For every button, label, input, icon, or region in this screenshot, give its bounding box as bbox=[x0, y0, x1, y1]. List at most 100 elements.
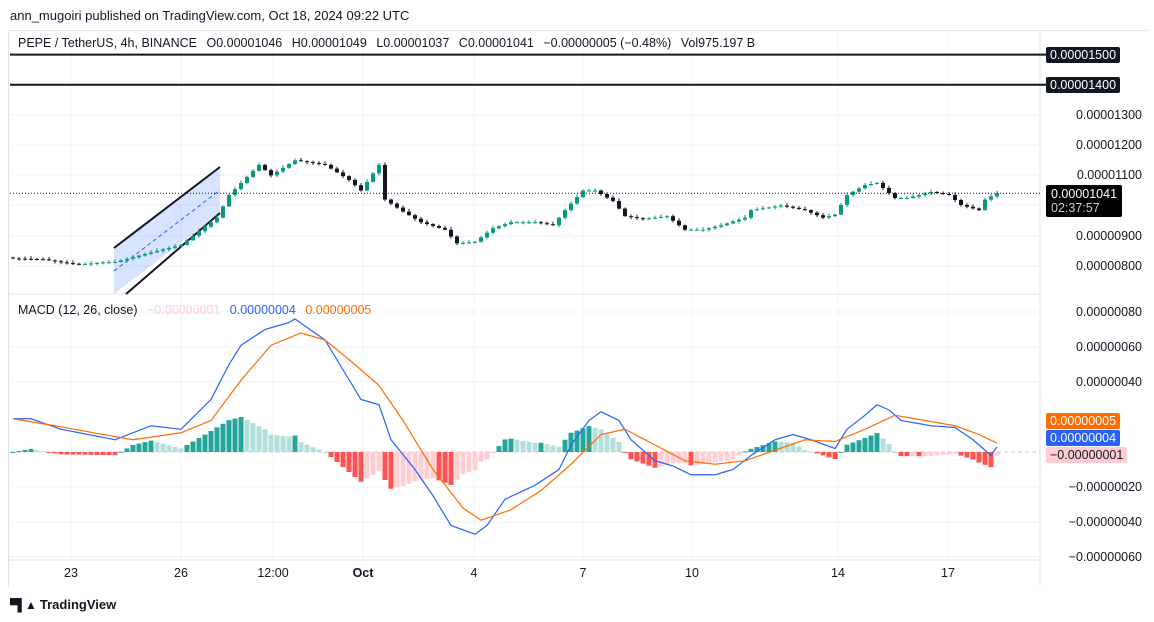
candle-body bbox=[113, 262, 117, 264]
candle-body bbox=[797, 207, 801, 209]
macd-histogram-bar bbox=[418, 452, 424, 481]
candle-body bbox=[899, 198, 903, 200]
macd-histogram-bar bbox=[904, 452, 910, 457]
candle-body bbox=[17, 258, 21, 260]
macd-histogram-bar bbox=[574, 430, 580, 452]
macd-histogram-bar bbox=[526, 441, 532, 452]
candle-body bbox=[521, 222, 525, 224]
macd-histogram-bar bbox=[946, 452, 952, 455]
macd-histogram-bar bbox=[502, 439, 508, 452]
candle-body bbox=[395, 203, 399, 208]
macd-histogram-bar bbox=[760, 445, 766, 452]
candle-body bbox=[191, 235, 195, 241]
macd-histogram-bar bbox=[34, 450, 40, 452]
macd-histogram-bar bbox=[232, 418, 238, 452]
macd-histogram-bar bbox=[694, 452, 700, 465]
candle-body bbox=[317, 163, 321, 165]
candle-body bbox=[545, 223, 549, 225]
candle-body bbox=[269, 170, 273, 176]
macd-histogram-bar bbox=[724, 452, 730, 461]
macd-histogram-bar bbox=[244, 420, 250, 452]
macd-histogram-bar bbox=[628, 452, 634, 460]
macd-histogram-bar bbox=[166, 445, 172, 452]
macd-title[interactable]: MACD (12, 26, close) bbox=[18, 303, 138, 317]
macd-tick: −0.00000060 bbox=[1068, 550, 1142, 564]
candle-body bbox=[737, 219, 741, 222]
candle-body bbox=[125, 258, 129, 261]
symbol-label[interactable]: PEPE / TetherUS, 4h, BINANCE bbox=[18, 36, 198, 50]
macd-histogram-bar bbox=[394, 452, 400, 488]
macd-histogram-bar bbox=[298, 442, 304, 452]
candle-body bbox=[107, 262, 111, 264]
macd-histogram-bar bbox=[484, 452, 490, 460]
macd-histogram-bar bbox=[544, 444, 550, 452]
candle-body bbox=[761, 208, 765, 210]
candle-body bbox=[473, 241, 477, 243]
candle-body bbox=[479, 237, 483, 242]
candle-body bbox=[467, 242, 471, 244]
candle-body bbox=[905, 198, 909, 200]
candle-body bbox=[863, 185, 867, 189]
price-legend: PEPE / TetherUS, 4h, BINANCE O0.00001046… bbox=[18, 36, 761, 50]
candle-body bbox=[593, 190, 597, 192]
macd-histogram-bar bbox=[442, 452, 448, 483]
candle-body bbox=[359, 185, 363, 191]
macd-line-value: 0.00000004 bbox=[229, 303, 296, 317]
candle-body bbox=[77, 263, 81, 265]
candle-body bbox=[203, 226, 207, 232]
candle-body bbox=[329, 164, 333, 169]
high-value: H0.00001049 bbox=[291, 36, 367, 50]
candle-body bbox=[455, 236, 459, 244]
macd-histogram-bar bbox=[766, 443, 772, 452]
macd-histogram-bar bbox=[256, 426, 262, 452]
macd-histogram-bar bbox=[748, 448, 754, 452]
macd-histogram-bar bbox=[226, 420, 232, 452]
change-value: −0.00000005 (−0.48%) bbox=[543, 36, 672, 50]
macd-histogram-bar bbox=[514, 439, 520, 452]
macd-histogram-bar bbox=[670, 452, 676, 464]
macd-histogram-bar bbox=[82, 452, 88, 455]
macd-histogram-bar bbox=[844, 444, 850, 452]
candle-body bbox=[215, 217, 219, 223]
candle-body bbox=[293, 160, 297, 165]
candle-body bbox=[683, 225, 687, 230]
macd-histogram-bar bbox=[550, 445, 556, 452]
candle-body bbox=[815, 212, 819, 216]
tradingview-logo[interactable]: ▀▌▲ TradingView bbox=[10, 597, 116, 612]
macd-histogram-bar bbox=[478, 452, 484, 462]
candle-body bbox=[965, 204, 969, 207]
macd-histogram-bar bbox=[622, 452, 628, 453]
macd-histogram-bar bbox=[646, 452, 652, 466]
macd-histogram-bar bbox=[370, 452, 376, 475]
candle-body bbox=[605, 194, 609, 198]
time-tick: 4 bbox=[470, 566, 478, 580]
candle-body bbox=[101, 262, 105, 264]
macd-histogram-bar bbox=[364, 452, 370, 479]
candle-body bbox=[881, 182, 885, 188]
candle-body bbox=[647, 218, 651, 220]
time-tick: 23 bbox=[64, 566, 78, 580]
macd-histogram-bar bbox=[196, 438, 202, 452]
macd-histogram-bar bbox=[490, 452, 496, 453]
macd-histogram-bar bbox=[100, 452, 106, 455]
candle-body bbox=[623, 208, 627, 217]
candle-body bbox=[857, 188, 861, 192]
candle-body bbox=[299, 160, 303, 162]
candle-body bbox=[773, 206, 777, 208]
candle-body bbox=[305, 161, 309, 163]
candle-body bbox=[497, 226, 501, 229]
macd-histogram-bar bbox=[136, 443, 142, 452]
macd-histogram-bar bbox=[106, 452, 112, 456]
candle-body bbox=[371, 173, 375, 182]
macd-histogram-bar bbox=[52, 452, 58, 454]
candle-body bbox=[29, 258, 33, 260]
macd-histogram-bar bbox=[610, 437, 616, 452]
candle-body bbox=[845, 195, 849, 205]
macd-histogram-bar bbox=[988, 452, 994, 468]
macd-histogram-bar bbox=[634, 452, 640, 462]
candle-body bbox=[437, 225, 441, 228]
signal-tag: 0.00000005 bbox=[1046, 413, 1121, 429]
candle-body bbox=[491, 228, 495, 233]
candle-body bbox=[383, 164, 387, 200]
